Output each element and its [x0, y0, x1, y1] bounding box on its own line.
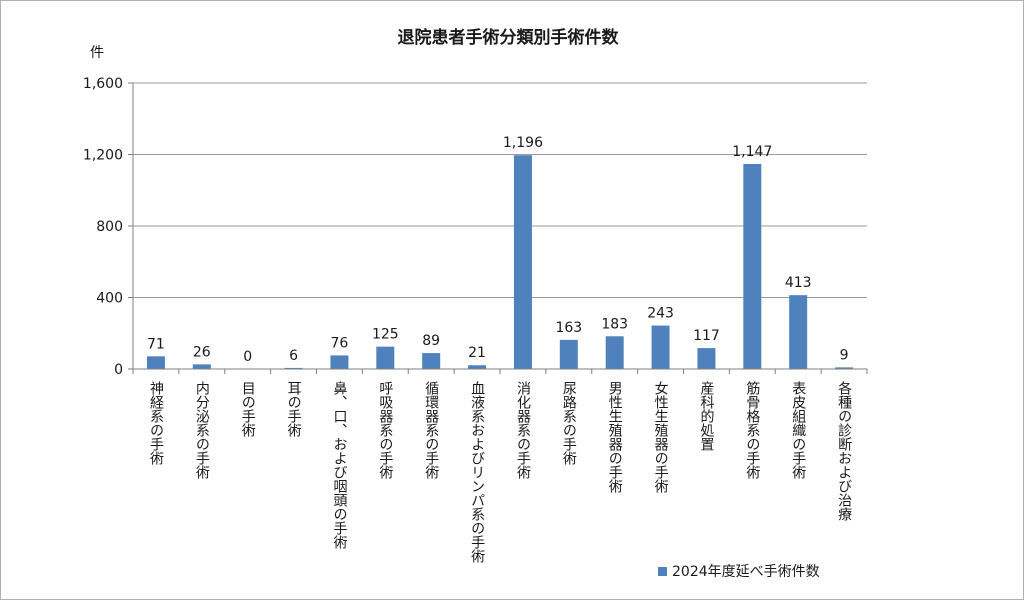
bar	[789, 295, 808, 369]
bar	[146, 356, 165, 369]
category-label: 目の手術	[240, 381, 256, 438]
category-label: 消化器系の手術	[515, 381, 531, 480]
bar	[330, 355, 349, 369]
data-label: 163	[555, 320, 582, 336]
bar	[835, 367, 854, 369]
data-label: 6	[289, 348, 298, 364]
y-tick-label: 1,200	[83, 148, 123, 164]
bar	[605, 336, 624, 369]
bar	[422, 353, 441, 369]
data-label: 9	[840, 347, 849, 363]
category-label: 男性生殖器の手術	[607, 381, 623, 494]
data-label: 243	[647, 306, 674, 322]
y-tick-label: 400	[96, 291, 123, 307]
category-label: 耳の手術	[286, 381, 302, 438]
data-label: 89	[422, 333, 440, 349]
legend-label: 2024年度延べ手術件数	[672, 564, 820, 580]
bar	[376, 346, 395, 369]
category-label: 神経系の手術	[148, 381, 164, 466]
data-label: 21	[468, 345, 486, 361]
category-label: 循環器系の手術	[423, 381, 439, 480]
bar	[697, 348, 716, 369]
category-label: 尿路系の手術	[561, 381, 577, 466]
chart-title: 退院患者手術分類別手術件数	[398, 27, 620, 48]
data-label: 26	[193, 344, 211, 360]
data-label: 76	[331, 335, 349, 351]
y-axis-unit-label: 件	[90, 45, 104, 61]
bar	[743, 163, 762, 369]
data-label: 1,196	[503, 135, 543, 151]
bar	[513, 155, 532, 369]
bar	[192, 364, 211, 369]
bar	[468, 365, 487, 369]
bar	[651, 325, 670, 369]
category-label: 内分泌系の手術	[194, 381, 210, 480]
category-label: 表皮組織の手術	[790, 381, 806, 480]
data-label: 0	[243, 349, 252, 365]
category-label: 各種の診断および治療	[836, 381, 852, 521]
y-tick-label: 800	[96, 219, 123, 235]
axes	[128, 82, 868, 374]
y-tick-label: 0	[114, 362, 123, 378]
labels: 0 400 800 1,200 1,600 71 神経系の手術 26 内分泌系の手術 0 目の手術 6…	[83, 76, 852, 564]
data-label: 117	[693, 328, 720, 344]
legend-swatch	[658, 567, 667, 576]
y-tick-label: 1,600	[83, 76, 123, 92]
data-label: 1,147	[732, 144, 772, 160]
data-label: 183	[601, 316, 628, 332]
data-label: 71	[147, 336, 165, 352]
category-label: 呼吸器系の手術	[377, 381, 393, 480]
category-label: 筋骨格系の手術	[744, 380, 760, 480]
bar	[559, 339, 578, 369]
category-label: 血液系およびリンパ系の手術	[469, 381, 485, 564]
bar	[284, 367, 303, 369]
category-label: 産科的処置	[698, 381, 714, 451]
legend: 2024年度延べ手術件数	[658, 564, 820, 580]
category-label: 女性生殖器の手術	[653, 380, 669, 494]
category-label: 鼻、口、および咽頭の手術	[331, 380, 347, 550]
data-label: 413	[785, 275, 812, 291]
data-label: 125	[372, 327, 399, 343]
bars	[146, 155, 854, 369]
